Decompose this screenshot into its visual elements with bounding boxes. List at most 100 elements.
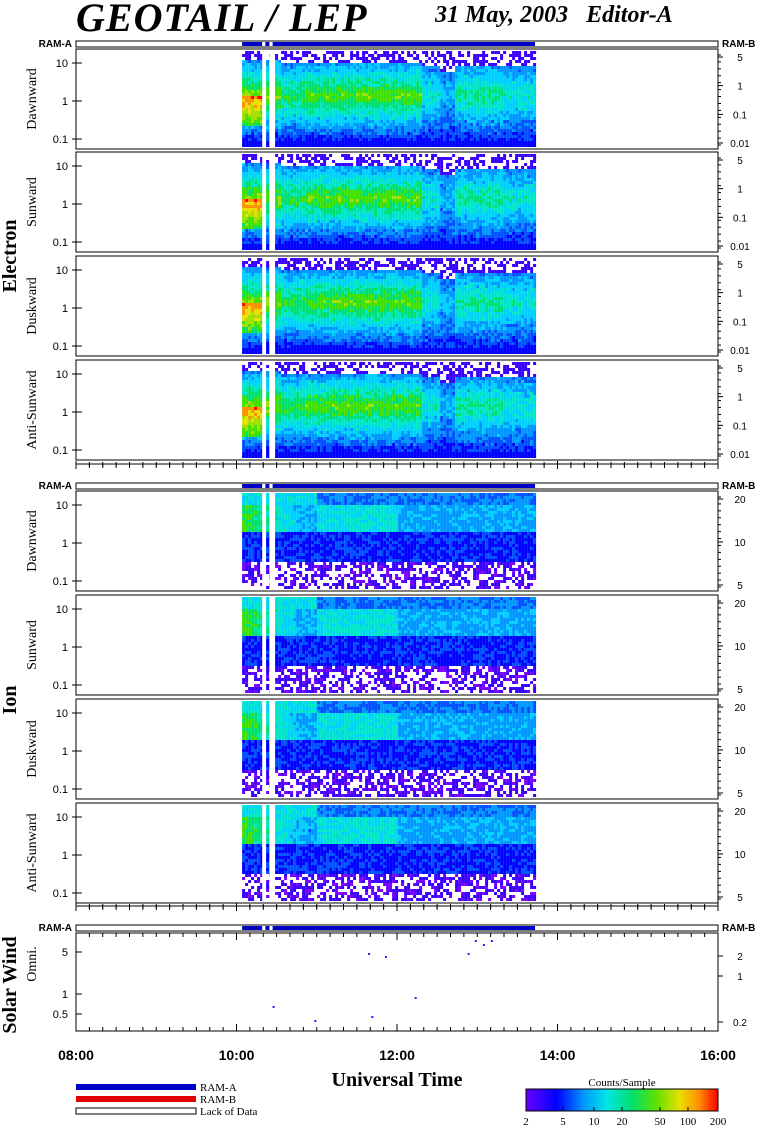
spectrogram-cell: [518, 108, 522, 111]
spectrogram-cell: [398, 57, 402, 60]
spectrogram-cell: [302, 181, 306, 184]
spectrogram-cell: [359, 214, 363, 217]
spectrogram-cell: [500, 54, 504, 57]
spectrogram-cell: [341, 54, 345, 57]
spectrogram-cell: [347, 181, 351, 184]
spectrogram-cell: [500, 84, 504, 87]
spectrogram-cell: [389, 60, 393, 63]
spectrogram-cell: [320, 63, 324, 66]
spectrogram-cell: [365, 178, 369, 181]
spectrogram-cell: [419, 184, 423, 187]
spectrogram-cell: [416, 226, 420, 229]
spectrogram-cell: [383, 211, 387, 214]
spectrogram-cell: [386, 172, 390, 175]
spectrogram-cell: [434, 63, 438, 66]
spectrogram-cell: [353, 66, 357, 69]
spectrogram-cell: [389, 199, 393, 202]
spectrogram-cell: [377, 229, 381, 232]
spectrogram-cell: [299, 90, 303, 93]
spectrogram-cell: [347, 199, 351, 202]
spectrogram-cell: [281, 141, 285, 144]
spectrogram-cell: [254, 138, 258, 141]
spectrogram-cell: [365, 247, 369, 250]
spectrogram-cell: [449, 96, 453, 99]
spectrogram-cell: [479, 138, 483, 141]
spectrogram-cell: [479, 135, 483, 138]
spectrogram-cell: [245, 163, 249, 166]
spectrogram-cell: [494, 141, 498, 144]
spectrogram-cell: [431, 235, 435, 238]
spectrogram-cell: [467, 138, 471, 141]
spectrogram-cell: [506, 105, 510, 108]
spectrogram-cell: [302, 102, 306, 105]
spectrogram-cell: [419, 166, 423, 169]
spectrogram-cell: [257, 238, 261, 241]
spectrogram-cell: [428, 138, 432, 141]
spectrogram-cell: [314, 154, 318, 157]
spectrogram-cell: [464, 72, 468, 75]
spectrogram-cell: [275, 166, 279, 169]
spectrogram-cell: [284, 175, 288, 178]
spectrogram-cell: [380, 90, 384, 93]
spectrogram-cell: [275, 144, 279, 147]
spectrogram-cell: [446, 217, 450, 220]
spectrogram-cell: [464, 87, 468, 90]
spectrogram-cell: [278, 63, 282, 66]
spectrogram-cell: [266, 172, 270, 175]
spectrogram-cell: [533, 72, 537, 75]
spectrogram-cell: [473, 120, 477, 123]
spectrogram-cell: [359, 163, 363, 166]
spectrogram-cell: [365, 75, 369, 78]
spectrogram-cell: [341, 132, 345, 135]
spectrogram-cell: [365, 114, 369, 117]
spectrogram-cell: [446, 175, 450, 178]
spectrogram-cell: [506, 120, 510, 123]
spectrogram-cell: [389, 211, 393, 214]
spectrogram-cell: [338, 166, 342, 169]
spectrogram-cell: [419, 90, 423, 93]
spectrogram-cell: [275, 66, 279, 69]
spectrogram-cell: [260, 232, 264, 235]
spectrogram-cell: [395, 72, 399, 75]
spectrogram-cell: [284, 117, 288, 120]
spectrogram-cell: [257, 93, 261, 96]
spectrogram-cell: [242, 54, 246, 57]
spectrogram-cell: [248, 57, 252, 60]
spectrogram-cell: [317, 117, 321, 120]
spectrogram-cell: [449, 141, 453, 144]
spectrogram-cell: [386, 114, 390, 117]
spectrogram-cell: [293, 117, 297, 120]
spectrogram-cell: [374, 114, 378, 117]
spectrogram-cell: [428, 87, 432, 90]
spectrogram-cell: [515, 111, 519, 114]
spectrogram-cell: [260, 199, 264, 202]
spectrogram-cell: [386, 93, 390, 96]
spectrogram-cell: [452, 84, 456, 87]
spectrogram-cell: [350, 229, 354, 232]
spectrogram-cell: [266, 129, 270, 132]
spectrogram-cell: [350, 214, 354, 217]
spectrogram-cell: [335, 105, 339, 108]
spectrogram-cell: [287, 84, 291, 87]
spectrogram-cell: [506, 117, 510, 120]
spectrogram-cell: [314, 238, 318, 241]
spectrogram-cell: [404, 126, 408, 129]
spectrogram-cell: [425, 247, 429, 250]
spectrogram-cell: [419, 102, 423, 105]
spectrogram-cell: [425, 184, 429, 187]
spectrogram-cell: [356, 247, 360, 250]
spectrogram-cell: [308, 69, 312, 72]
spectrogram-cell: [353, 220, 357, 223]
spectrogram-cell: [323, 141, 327, 144]
spectrogram-cell: [314, 111, 318, 114]
spectrogram-cell: [392, 235, 396, 238]
spectrogram-cell: [455, 220, 459, 223]
spectrogram-cell: [470, 138, 474, 141]
spectrogram-cell: [275, 135, 279, 138]
spectrogram-cell: [368, 178, 372, 181]
spectrogram-cell: [335, 129, 339, 132]
spectrogram-cell: [488, 126, 492, 129]
spectrogram-cell: [374, 102, 378, 105]
spectrogram-cell: [278, 72, 282, 75]
spectrogram-cell: [482, 111, 486, 114]
